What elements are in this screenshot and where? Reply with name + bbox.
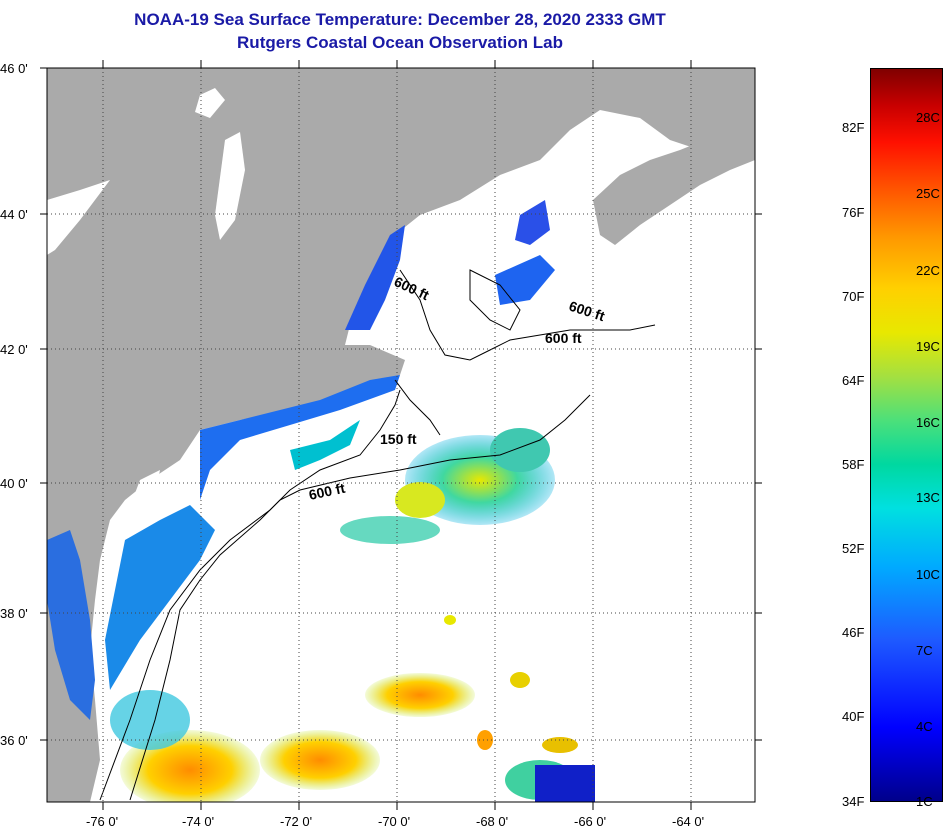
plot-area: 600 ft 600 ft 600 ft 150 ft 600 ft xyxy=(47,68,755,802)
lat-label: 36 0' xyxy=(0,733,28,748)
sst-patch xyxy=(490,428,550,472)
colorbar-f-label: 52F xyxy=(842,541,865,556)
lat-label: 44 0' xyxy=(0,207,28,222)
depth-contour xyxy=(129,394,591,801)
sst-patch xyxy=(365,673,475,717)
lake xyxy=(215,132,245,240)
colorbar-f-label: 82F xyxy=(842,120,865,135)
sst-patch xyxy=(340,516,440,544)
temperature-colorbar xyxy=(870,68,943,802)
colorbar-f-label: 40F xyxy=(842,709,865,724)
axis-ticks xyxy=(40,60,762,810)
lon-label: -72 0' xyxy=(280,814,313,829)
lon-label: -66 0' xyxy=(574,814,607,829)
colorbar-c-label: 22C xyxy=(916,263,940,278)
colorbar-c-label: 10C xyxy=(916,567,940,582)
colorbar-c-label: 19C xyxy=(916,339,940,354)
colorbar-c-label: 7C xyxy=(916,643,933,658)
sst-patch xyxy=(477,730,493,750)
lake xyxy=(125,470,160,540)
sst-patch xyxy=(260,730,380,790)
colorbar-c-label: 1C xyxy=(916,794,933,809)
colorbar-f-label: 34F xyxy=(842,794,865,809)
colorbar-f-label: 64F xyxy=(842,373,865,388)
colorbar-f-label: 46F xyxy=(842,625,865,640)
land-nova-scotia xyxy=(593,118,755,245)
depth-contour xyxy=(399,269,656,361)
land-cape-breton xyxy=(700,95,755,125)
lake xyxy=(47,180,110,255)
sst-slope xyxy=(290,420,360,470)
colorbar-c-label: 25C xyxy=(916,186,940,201)
sst-patch xyxy=(110,690,190,750)
sst-patch xyxy=(542,737,578,753)
depth-contour xyxy=(394,379,441,436)
contour-label: 150 ft xyxy=(380,431,417,447)
depth-contour xyxy=(469,269,521,331)
sst-gulf-maine xyxy=(495,255,555,305)
colorbar-c-label: 4C xyxy=(916,719,933,734)
sst-cold-patch xyxy=(535,765,595,802)
colorbar-f-label: 76F xyxy=(842,205,865,220)
land-mainland xyxy=(47,68,755,802)
sst-coastal-band xyxy=(105,505,215,690)
lon-label: -64 0' xyxy=(672,814,705,829)
sst-coastal-band xyxy=(200,375,400,500)
sst-gulf-maine xyxy=(515,200,550,245)
colorbar-c-label: 13C xyxy=(916,490,940,505)
contour-label: 600 ft xyxy=(307,480,346,503)
map-title: NOAA-19 Sea Surface Temperature: Decembe… xyxy=(134,10,666,29)
colorbar-f-label: 70F xyxy=(842,289,865,304)
map-frame xyxy=(46,67,756,803)
lon-label: -74 0' xyxy=(182,814,215,829)
contour-label: 600 ft xyxy=(545,330,582,346)
lat-label: 46 0' xyxy=(0,61,28,76)
sst-coastal-band xyxy=(47,530,95,720)
sst-patch xyxy=(510,672,530,688)
lon-label: -70 0' xyxy=(378,814,411,829)
sst-patch xyxy=(395,482,445,518)
lon-label: -68 0' xyxy=(476,814,509,829)
sst-patch xyxy=(444,615,456,625)
lon-label: -76 0' xyxy=(86,814,119,829)
colorbar-c-label: 16C xyxy=(916,415,940,430)
lake xyxy=(195,88,225,118)
lat-label: 42 0' xyxy=(0,342,28,357)
colorbar-f-label: 58F xyxy=(842,457,865,472)
sst-coastal-band xyxy=(345,225,405,330)
lat-label: 40 0' xyxy=(0,476,28,491)
lat-label: 38 0' xyxy=(0,606,28,621)
map-subtitle: Rutgers Coastal Ocean Observation Lab xyxy=(237,33,563,52)
colorbar-c-label: 28C xyxy=(916,110,940,125)
